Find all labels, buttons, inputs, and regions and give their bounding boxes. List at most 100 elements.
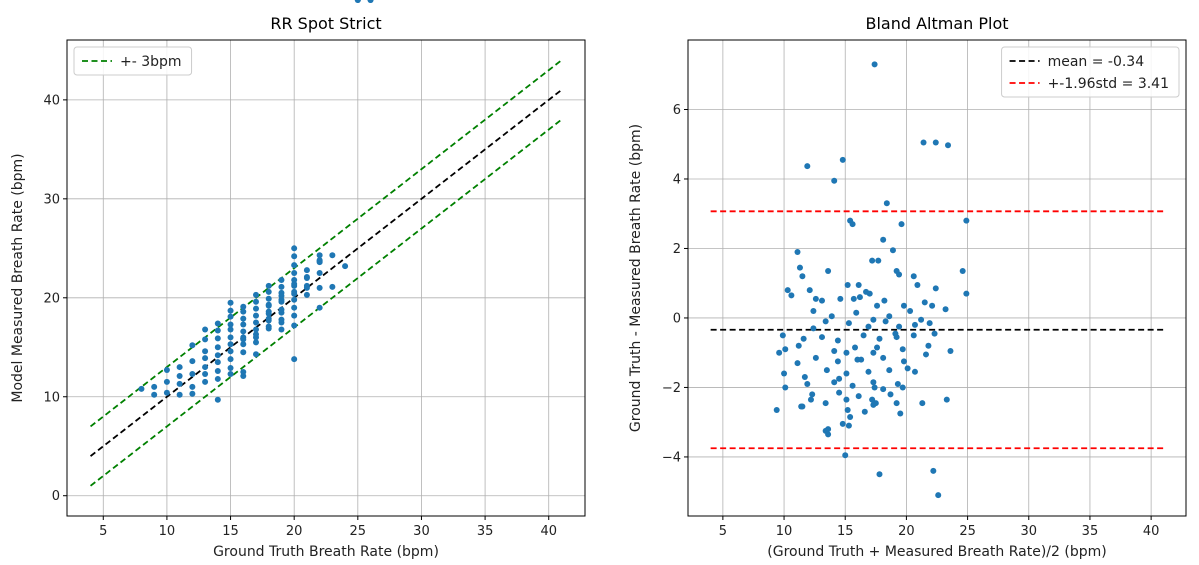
- data-point: [227, 321, 234, 328]
- data-point: [842, 452, 849, 459]
- data-point: [834, 358, 841, 365]
- reference-line: [89, 118, 563, 487]
- data-point: [874, 344, 881, 351]
- data-point: [831, 347, 838, 354]
- data-point: [839, 156, 846, 163]
- x-ticks: 5 10 15 20 25 30 35 40: [99, 516, 557, 539]
- data-point: [804, 163, 811, 170]
- data-point: [843, 396, 850, 403]
- data-point: [807, 396, 814, 403]
- data-point: [202, 370, 209, 377]
- data-point: [189, 358, 196, 365]
- data-point: [253, 305, 259, 312]
- y-tick-label: 0: [52, 489, 60, 504]
- data-point: [861, 408, 868, 415]
- legend-box: [73, 46, 193, 76]
- reference-line: [89, 89, 563, 457]
- data-point: [176, 364, 183, 371]
- data-point: [202, 326, 209, 333]
- plot-frame: [687, 39, 1187, 517]
- data-point: [849, 221, 856, 228]
- data-point: [367, 0, 374, 3]
- data-point: [837, 295, 844, 302]
- data-point: [227, 348, 234, 355]
- data-point: [865, 368, 872, 375]
- y-axis-label: Model Measured Breath Rate (bpm): [10, 153, 26, 402]
- data-point: [839, 420, 846, 427]
- data-point: [776, 349, 783, 356]
- data-point: [926, 320, 933, 327]
- data-point: [291, 356, 298, 363]
- data-point: [227, 365, 234, 372]
- data-point: [214, 327, 221, 334]
- x-tick-label: 40: [1143, 524, 1160, 539]
- data-point: [214, 396, 221, 403]
- data-point: [798, 403, 805, 410]
- data-point: [865, 323, 872, 330]
- data-point: [342, 263, 349, 270]
- data-point: [291, 245, 298, 252]
- x-ticks: 5 10 15 20 25 30 35 40: [719, 516, 1160, 539]
- data-point: [227, 299, 234, 306]
- data-point: [240, 315, 247, 322]
- data-point: [871, 384, 878, 391]
- data-point: [910, 273, 917, 280]
- data-point: [253, 291, 259, 298]
- data-points: [773, 61, 970, 499]
- data-point: [278, 316, 285, 323]
- data-point: [240, 341, 247, 348]
- data-point: [947, 347, 954, 354]
- data-point: [845, 422, 852, 429]
- data-point: [163, 367, 170, 374]
- data-point: [265, 302, 272, 309]
- y-ticks: −4 −2 0 2 4 6: [662, 103, 688, 465]
- data-point: [176, 372, 183, 379]
- data-point: [929, 302, 936, 309]
- data-point: [795, 342, 802, 349]
- data-point: [189, 342, 196, 349]
- data-point: [227, 313, 234, 320]
- data-point: [214, 344, 221, 351]
- data-point: [291, 322, 298, 329]
- data-point: [291, 296, 298, 303]
- data-point: [329, 283, 336, 290]
- data-point: [886, 367, 893, 374]
- data-point: [896, 271, 903, 278]
- data-point: [825, 268, 832, 275]
- y-tick-label: 2: [673, 242, 681, 257]
- data-point: [265, 295, 272, 302]
- data-point: [253, 298, 259, 305]
- data-point: [794, 248, 801, 255]
- data-point: [910, 332, 917, 339]
- data-point: [822, 400, 829, 407]
- data-point: [806, 287, 813, 294]
- data-point: [151, 383, 158, 390]
- data-point: [796, 264, 803, 271]
- data-point: [781, 370, 788, 377]
- data-point: [945, 142, 952, 149]
- data-point: [782, 346, 789, 353]
- data-point: [847, 413, 854, 420]
- data-point: [812, 354, 819, 361]
- data-point: [932, 285, 939, 292]
- data-point: [794, 360, 801, 367]
- data-point: [278, 298, 285, 305]
- data-point: [240, 308, 247, 315]
- data-point: [303, 291, 310, 298]
- data-point: [889, 247, 896, 254]
- data-point: [825, 431, 832, 438]
- data-point: [880, 236, 887, 243]
- data-point: [870, 379, 877, 386]
- data-point: [316, 304, 323, 311]
- reference-lines: [710, 210, 1164, 450]
- data-point: [866, 290, 873, 297]
- data-point: [876, 471, 883, 478]
- data-point: [253, 319, 259, 326]
- data-point: [831, 177, 838, 184]
- y-tick-label: −4: [662, 450, 681, 465]
- data-point: [850, 295, 857, 302]
- x-tick-label: 10: [776, 524, 793, 539]
- data-point: [303, 275, 310, 281]
- data-point: [920, 139, 927, 146]
- data-point: [900, 302, 907, 309]
